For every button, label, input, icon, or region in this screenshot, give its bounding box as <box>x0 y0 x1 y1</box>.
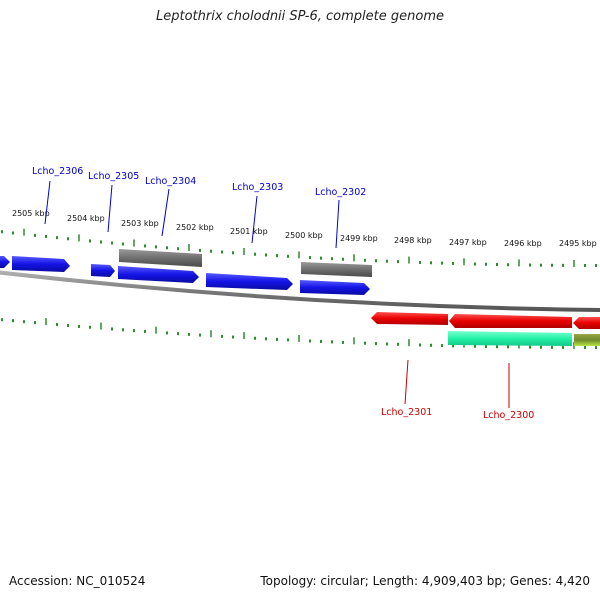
accession-text: Accession: NC_010524 <box>9 574 146 588</box>
map-title: Leptothrix cholodnii SP-6, complete geno… <box>156 9 444 24</box>
kbp-label: 2502 kbp <box>176 223 214 232</box>
gene-label-lcho-2300[interactable]: Lcho_2300 <box>483 410 534 421</box>
kbp-label: 2505 kbp <box>12 209 50 218</box>
gray-feature[interactable] <box>119 249 202 267</box>
reverse-label-leaders <box>404 359 510 408</box>
kbp-label: 2504 kbp <box>67 214 105 223</box>
gene-label-lcho-2306[interactable]: Lcho_2306 <box>32 166 83 177</box>
forward-genes <box>0 256 370 295</box>
kbp-label: 2499 kbp <box>340 234 378 243</box>
gene-arrow-reverse[interactable] <box>573 317 600 329</box>
genome-backbone <box>0 270 600 312</box>
kbp-label: 2498 kbp <box>394 236 432 245</box>
kbp-label: 2497 kbp <box>449 238 487 247</box>
gene-arrow-reverse[interactable] <box>449 314 572 328</box>
kbp-label: 2503 kbp <box>121 219 159 228</box>
kbp-label: 2500 kbp <box>285 231 323 240</box>
forward-label-leaders <box>44 180 340 249</box>
gene-arrow-forward[interactable] <box>0 256 10 268</box>
gene-arrow-forward[interactable] <box>300 280 370 295</box>
gene-arrow-reverse[interactable] <box>371 312 448 325</box>
gene-arrow-forward[interactable] <box>118 266 199 283</box>
forward-scale-ticks <box>1 228 597 267</box>
gray-feature[interactable] <box>301 262 372 277</box>
gene-arrow-forward[interactable] <box>91 264 115 277</box>
gene-labels: Lcho_2306 Lcho_2305 Lcho_2304 Lcho_2303 … <box>32 166 534 421</box>
gene-arrow-forward[interactable] <box>12 256 70 272</box>
gray-feature[interactable] <box>574 334 600 346</box>
genome-stats-text: Topology: circular; Length: 4,909,403 bp… <box>260 574 590 588</box>
kbp-label: 2495 kbp <box>559 239 597 248</box>
reverse-scale-ticks <box>1 318 597 349</box>
teal-feature[interactable] <box>448 331 572 346</box>
kbp-labels: 2505 kbp 2504 kbp 2503 kbp 2502 kbp 2501… <box>12 209 597 248</box>
gray-features <box>119 249 600 346</box>
kbp-label: 2501 kbp <box>230 227 268 236</box>
gene-arrow-forward[interactable] <box>206 273 293 290</box>
gene-label-lcho-2304[interactable]: Lcho_2304 <box>145 176 196 187</box>
gene-label-lcho-2302[interactable]: Lcho_2302 <box>315 187 366 198</box>
reverse-genes <box>371 312 600 329</box>
kbp-label: 2496 kbp <box>504 239 542 248</box>
gene-label-lcho-2301[interactable]: Lcho_2301 <box>381 407 432 418</box>
gene-label-lcho-2303[interactable]: Lcho_2303 <box>232 182 283 193</box>
gene-label-lcho-2305[interactable]: Lcho_2305 <box>88 171 139 182</box>
